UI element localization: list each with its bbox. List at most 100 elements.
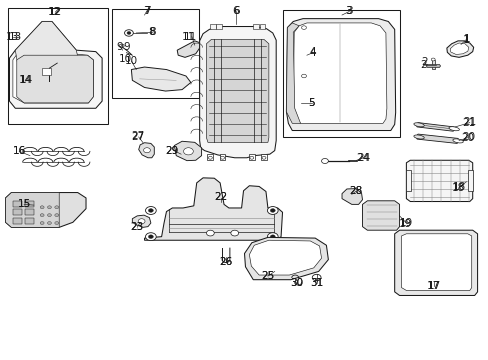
Bar: [13, 210, 21, 215]
Text: 27: 27: [131, 132, 144, 142]
Text: 12: 12: [49, 7, 62, 17]
Bar: [8, 8, 108, 125]
Text: 7: 7: [143, 6, 150, 16]
Text: 19: 19: [399, 218, 412, 228]
Polygon shape: [286, 19, 395, 131]
Text: 2: 2: [421, 57, 427, 67]
Text: 8: 8: [148, 27, 155, 37]
Polygon shape: [5, 193, 59, 227]
Circle shape: [40, 214, 44, 217]
Polygon shape: [174, 141, 201, 161]
Polygon shape: [293, 23, 386, 123]
Polygon shape: [199, 27, 276, 158]
Circle shape: [267, 207, 278, 215]
Text: 26: 26: [219, 257, 232, 267]
Polygon shape: [406, 160, 472, 202]
Text: 19: 19: [398, 219, 411, 229]
Circle shape: [143, 148, 150, 153]
Text: 4: 4: [309, 46, 315, 57]
Polygon shape: [415, 123, 454, 131]
Bar: [112, 9, 198, 98]
Polygon shape: [341, 189, 362, 204]
Polygon shape: [5, 193, 86, 227]
Bar: [13, 218, 21, 224]
Text: 31: 31: [309, 278, 323, 288]
Text: 12: 12: [48, 7, 61, 17]
Bar: [431, 60, 434, 69]
Text: 10: 10: [124, 56, 138, 66]
Text: 23: 23: [130, 222, 143, 232]
Circle shape: [138, 219, 145, 224]
Polygon shape: [13, 27, 93, 103]
Bar: [13, 201, 21, 207]
Bar: [25, 210, 34, 215]
Text: 23: 23: [130, 222, 143, 232]
Text: 25: 25: [261, 271, 274, 281]
Circle shape: [47, 206, 51, 209]
Circle shape: [270, 209, 275, 212]
Text: 24: 24: [356, 153, 369, 163]
Circle shape: [312, 274, 321, 281]
Text: 14: 14: [20, 75, 33, 85]
Text: 17: 17: [427, 281, 440, 291]
Circle shape: [145, 233, 156, 240]
Circle shape: [55, 206, 59, 209]
Text: 6: 6: [232, 6, 239, 17]
Polygon shape: [426, 64, 440, 67]
Circle shape: [230, 230, 238, 236]
Bar: [25, 201, 34, 207]
Circle shape: [55, 222, 59, 225]
Ellipse shape: [413, 123, 424, 127]
Text: 29: 29: [165, 145, 179, 156]
Text: 3: 3: [346, 6, 352, 17]
Text: 28: 28: [348, 186, 362, 197]
Polygon shape: [286, 23, 300, 123]
Bar: [207, 154, 213, 160]
Polygon shape: [362, 201, 399, 230]
Ellipse shape: [413, 135, 424, 139]
Circle shape: [145, 207, 156, 215]
Bar: [261, 154, 266, 160]
Bar: [259, 24, 265, 30]
Text: 18: 18: [451, 182, 465, 192]
Text: 4: 4: [309, 48, 315, 58]
Text: 26: 26: [219, 257, 232, 267]
Circle shape: [270, 235, 275, 238]
Bar: [42, 68, 51, 75]
Text: 5: 5: [308, 98, 314, 108]
Polygon shape: [244, 237, 328, 280]
Text: 21: 21: [461, 118, 474, 128]
Text: 22: 22: [214, 192, 227, 202]
Polygon shape: [249, 240, 321, 275]
Text: 11: 11: [184, 32, 197, 41]
Text: 29: 29: [165, 145, 178, 156]
Polygon shape: [446, 41, 473, 57]
Text: 11: 11: [182, 32, 195, 41]
Text: 28: 28: [348, 186, 362, 197]
Polygon shape: [394, 230, 477, 296]
Text: 18: 18: [450, 183, 464, 193]
Polygon shape: [177, 41, 200, 57]
Bar: [282, 10, 399, 137]
Text: 10: 10: [118, 54, 131, 64]
Text: 5: 5: [308, 98, 314, 108]
Polygon shape: [9, 22, 102, 108]
Bar: [209, 24, 215, 30]
Text: 22: 22: [214, 192, 227, 202]
Circle shape: [148, 235, 153, 238]
Polygon shape: [17, 55, 93, 103]
Ellipse shape: [448, 127, 458, 131]
Text: 2: 2: [420, 60, 427, 70]
Text: 6: 6: [232, 6, 239, 16]
Text: 20: 20: [460, 133, 473, 143]
Bar: [248, 154, 254, 160]
Circle shape: [47, 214, 51, 217]
Circle shape: [40, 206, 44, 209]
Text: 30: 30: [290, 278, 303, 288]
Text: 27: 27: [131, 131, 144, 141]
Text: 30: 30: [290, 278, 303, 288]
Circle shape: [55, 214, 59, 217]
Circle shape: [208, 156, 212, 159]
Polygon shape: [144, 178, 282, 240]
Bar: [219, 154, 225, 160]
